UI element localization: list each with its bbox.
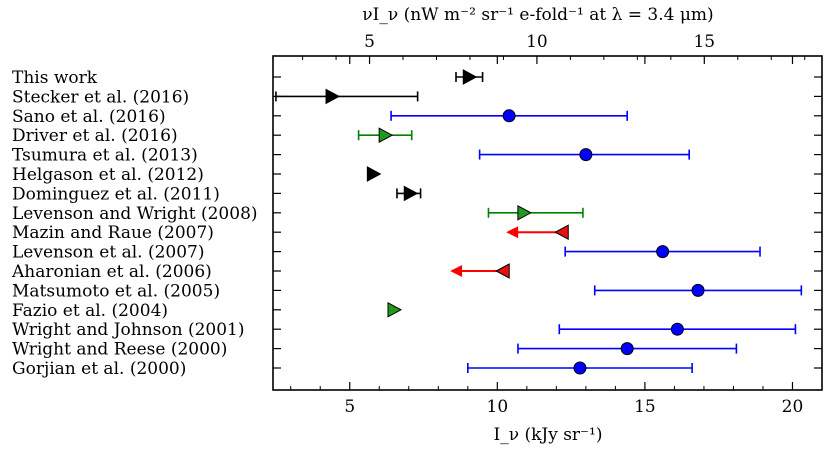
data-row-7 (487, 204, 584, 221)
data-point-triangle-right (366, 166, 382, 182)
row-label: This work (12, 68, 98, 88)
data-point-triangle-right (462, 69, 478, 85)
data-row-9 (564, 245, 761, 259)
data-point-triangle-right (325, 88, 341, 105)
data-row-0 (455, 69, 484, 85)
row-label: Dominguez et al. (2011) (12, 184, 220, 204)
data-row-6 (396, 185, 422, 202)
row-label: Gorjian et al. (2000) (12, 359, 186, 379)
data-series (275, 69, 803, 375)
top-tick-label: 5 (364, 32, 375, 52)
row-label: Aharonian et al. (2006) (11, 262, 212, 282)
data-point-circle (579, 148, 593, 162)
row-label: Fazio et al. (2004) (12, 301, 168, 321)
data-row-14 (517, 342, 738, 356)
data-point-triangle-right (378, 127, 394, 144)
data-row-10 (450, 263, 510, 279)
data-row-11 (593, 283, 803, 297)
data-point-circle (620, 342, 634, 356)
data-point-circle (573, 361, 587, 375)
data-row-2 (390, 109, 628, 123)
top-tick-label: 10 (526, 32, 548, 52)
top-tick-label: 15 (693, 32, 715, 52)
data-row-15 (467, 361, 693, 375)
row-label: Levenson et al. (2007) (12, 243, 204, 263)
row-label: Tsumura et al. (2013) (12, 146, 198, 166)
data-row-13 (558, 322, 797, 336)
row-label: Levenson and Wright (2008) (12, 204, 258, 224)
top-axis-title: νI_ν (nW m⁻² sr⁻¹ e-fold⁻¹ at λ = 3.4 μm… (362, 5, 713, 25)
row-label: Helgason et al. (2012) (12, 165, 204, 185)
plot-frame (272, 55, 823, 391)
row-label: Stecker et al. (2016) (12, 87, 189, 107)
axis-ticks: 5 10 15 20 5 10 15 (273, 32, 823, 417)
data-point-triangle-left (495, 263, 510, 279)
bottom-tick-label: 15 (634, 397, 656, 417)
upper-limit-arrowhead (450, 265, 463, 277)
bottom-tick-label: 5 (344, 397, 355, 417)
data-point-circle (502, 109, 516, 123)
data-point-circle (656, 245, 670, 259)
data-point-circle (670, 322, 684, 336)
data-row-1 (275, 88, 419, 105)
data-row-3 (357, 127, 413, 144)
data-row-12 (387, 301, 403, 318)
row-label: Matsumoto et al. (2005) (12, 281, 220, 301)
row-label: Driver et al. (2016) (12, 126, 178, 146)
row-label: Wright and Johnson (2001) (12, 320, 245, 340)
bottom-axis-title: I_ν (kJy sr⁻¹) (494, 425, 603, 445)
bottom-tick-label: 10 (487, 397, 509, 417)
data-row-4 (478, 148, 690, 162)
data-row-5 (366, 166, 382, 182)
row-label: Wright and Reese (2000) (12, 340, 227, 360)
upper-limit-arrowhead (506, 226, 519, 239)
data-point-triangle-left (554, 224, 569, 241)
data-point-triangle-right (517, 204, 532, 221)
row-label: Sano et al. (2016) (12, 107, 166, 127)
row-label: Mazin and Raue (2007) (12, 223, 214, 243)
data-point-triangle-right (403, 185, 419, 202)
data-row-8 (506, 224, 569, 241)
top-axis-label: νI_ν (nW m⁻² sr⁻¹ e-fold⁻¹ at λ = 3.4 μm… (362, 5, 713, 25)
data-point-circle (691, 283, 705, 297)
data-point-triangle-right (387, 301, 403, 318)
bottom-tick-label: 20 (782, 397, 804, 417)
bottom-axis-label: I_ν (kJy sr⁻¹) (494, 425, 603, 445)
